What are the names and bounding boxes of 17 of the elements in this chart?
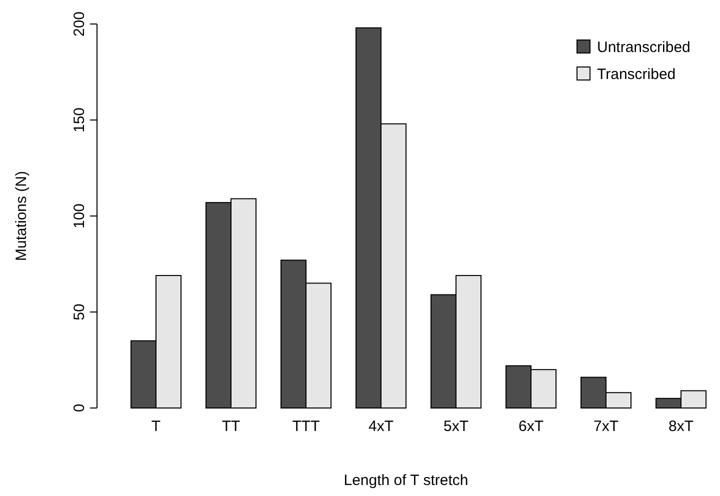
x-axis-title: Length of T stretch xyxy=(344,472,468,489)
x-tick-label: 6xT xyxy=(518,418,544,435)
x-tick-label: TTT xyxy=(292,418,320,435)
y-tick-label: 50 xyxy=(71,304,88,320)
legend-label: Transcribed xyxy=(597,66,676,83)
x-tick-label: 5xT xyxy=(443,418,469,435)
x-tick-label: 8xT xyxy=(668,418,694,435)
x-tick-label: 4xT xyxy=(368,418,394,435)
y-tick-label: 150 xyxy=(71,107,88,133)
x-tick-label: T xyxy=(151,418,161,435)
y-axis-title: Mutations (N) xyxy=(13,170,30,262)
legend-label: Untranscribed xyxy=(597,39,690,56)
y-tick-label: 100 xyxy=(71,203,88,229)
x-tick-label: 7xT xyxy=(593,418,619,435)
x-tick-label: TT xyxy=(222,418,240,435)
y-tick-label: 200 xyxy=(71,11,88,37)
y-tick-label: 0 xyxy=(71,404,88,412)
